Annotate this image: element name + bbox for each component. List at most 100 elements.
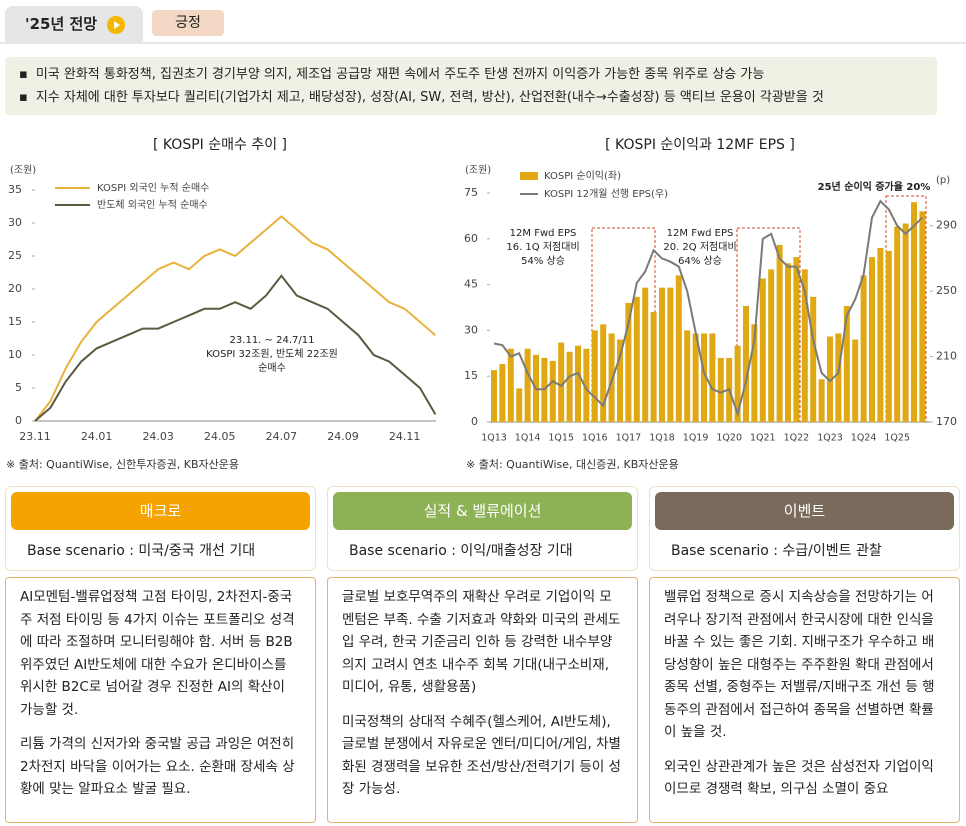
bar bbox=[768, 269, 775, 422]
annotation: 12M Fwd EPS bbox=[510, 228, 577, 239]
legend-label: KOSPI 12개월 선행 EPS(우) bbox=[544, 188, 668, 200]
bullets: 미국 완화적 통화정책, 집권초기 경기부양 의지, 제조업 공급망 재편 속에… bbox=[5, 57, 937, 115]
annotation: 23.11. ~ 24.7/11 bbox=[230, 335, 315, 346]
x-tick-label: 1Q25 bbox=[884, 433, 910, 444]
bar bbox=[516, 388, 523, 422]
bar bbox=[785, 263, 791, 422]
bar bbox=[549, 360, 556, 422]
x-tick-label: 1Q23 bbox=[817, 433, 843, 444]
x-tick-label: 24.07 bbox=[266, 430, 298, 443]
bar bbox=[633, 296, 640, 422]
column-header: 이벤트 Base scenario : 수급/이벤트 관찰 bbox=[649, 486, 960, 571]
y-tick-label: 0 bbox=[15, 414, 22, 427]
legend-label: 반도체 외국인 누적 순매수 bbox=[97, 199, 208, 211]
bar bbox=[869, 257, 875, 422]
bar bbox=[911, 202, 917, 422]
tab: '25년 전망 bbox=[5, 6, 143, 42]
scenario: Base scenario : 미국/중국 개선 기대 bbox=[27, 543, 256, 559]
bar bbox=[835, 333, 842, 422]
bar bbox=[759, 278, 766, 422]
y2-tick-label: 210 bbox=[936, 350, 957, 363]
bullet: 미국 완화적 통화정책, 집권초기 경기부양 의지, 제조업 공급망 재편 속에… bbox=[19, 63, 923, 86]
annotation: 64% 상승 bbox=[678, 255, 722, 267]
legend-label: KOSPI 순이익(좌) bbox=[544, 170, 621, 182]
bar bbox=[885, 251, 892, 422]
bar bbox=[793, 257, 800, 422]
y-tick-label: 0 bbox=[471, 415, 478, 428]
scenario: Base scenario : 수급/이벤트 관찰 bbox=[671, 543, 882, 559]
bar bbox=[919, 211, 926, 422]
badge: 긍정 bbox=[152, 10, 224, 36]
column-title: 매크로 bbox=[11, 492, 310, 530]
x-tick-label: 1Q20 bbox=[716, 433, 742, 444]
legend-swatch bbox=[520, 172, 538, 180]
y2-tick-label: 170 bbox=[936, 415, 957, 428]
annotation: KOSPI 32조원, 반도체 22조원 bbox=[206, 348, 338, 360]
x-tick-label: 24.01 bbox=[81, 430, 113, 443]
line bbox=[34, 274, 437, 422]
scenario: Base scenario : 이익/매출성장 기대 bbox=[349, 543, 573, 559]
bar bbox=[852, 339, 859, 422]
annotation: 25년 순이익 증가율 20% bbox=[818, 180, 931, 193]
bar bbox=[608, 333, 615, 422]
bar bbox=[583, 348, 590, 422]
bar bbox=[801, 269, 808, 422]
y-tick-label: 10 bbox=[8, 348, 22, 361]
annotation: 12M Fwd EPS bbox=[667, 228, 734, 239]
x-tick-label: 23.11 bbox=[19, 430, 51, 443]
axis-unit: (p) bbox=[936, 175, 950, 186]
x-tick-label: 1Q17 bbox=[616, 433, 642, 444]
axis-unit: (조원) bbox=[10, 164, 36, 176]
source: ※ 출처: QuantiWise, 대신증권, KB자산운용 bbox=[466, 458, 679, 471]
column-body: 밸류업 정책으로 증시 지속상승을 전망하기는 어려우나 장기적 관점에서 한국… bbox=[649, 577, 960, 823]
bar bbox=[566, 351, 573, 422]
bar bbox=[558, 342, 565, 422]
x-tick-label: 24.11 bbox=[389, 430, 421, 443]
y-tick-label: 35 bbox=[8, 183, 22, 196]
y-tick-label: 5 bbox=[15, 381, 22, 394]
column-body: 글로벌 보호무역주의 재확산 우려로 기업이익 모멘텀은 부족. 수출 기저효과… bbox=[327, 577, 638, 823]
paragraph: AI모멘텀-밸류업정책 고점 타이밍, 2차전지-중국주 저점 타이밍 등 4가… bbox=[20, 589, 295, 718]
x-tick-label: 1Q15 bbox=[548, 433, 574, 444]
y-tick-label: 75 bbox=[464, 186, 478, 199]
bar bbox=[692, 333, 699, 422]
paragraph: 외국인 상관관계가 높은 것은 삼성전자 기업이익이므로 경쟁력 확보, 의구심… bbox=[664, 758, 934, 798]
x-tick-label: 24.03 bbox=[142, 430, 174, 443]
x-tick-label: 24.09 bbox=[327, 430, 359, 443]
bar bbox=[709, 333, 716, 422]
y-tick-label: 25 bbox=[8, 249, 22, 262]
y-tick-label: 30 bbox=[464, 323, 478, 336]
column-title: 이벤트 bbox=[655, 492, 954, 530]
highlight-box bbox=[736, 227, 801, 423]
x-tick-label: 1Q13 bbox=[481, 433, 507, 444]
x-tick-label: 1Q21 bbox=[750, 433, 776, 444]
charts: [ KOSPI 순매수 추이 ] (조원) 0 5 10 15 20 25 30 35 23.11 2… bbox=[8, 137, 957, 444]
x-tick-label: 1Q24 bbox=[851, 433, 877, 444]
x-tick-label: 1Q16 bbox=[582, 433, 608, 444]
bar bbox=[701, 333, 707, 422]
axis-unit: (조원) bbox=[465, 164, 491, 176]
bar bbox=[642, 287, 649, 422]
paragraph: 미국정책의 상대적 수혜주(헬스케어, AI반도체), 글로벌 분쟁에서 자유로… bbox=[342, 713, 621, 798]
bar bbox=[843, 305, 850, 422]
line bbox=[493, 199, 924, 418]
source: ※ 출처: QuantiWise, 신한투자증권, KB자산운용 bbox=[6, 458, 240, 471]
y2-tick-label: 250 bbox=[936, 284, 957, 297]
bar bbox=[902, 223, 909, 422]
bar bbox=[810, 296, 817, 422]
annotation: 20. 2Q 저점대비 bbox=[663, 241, 736, 253]
bar bbox=[734, 345, 741, 422]
bar bbox=[860, 275, 867, 422]
column-title: 실적 & 밸류에이션 bbox=[333, 492, 632, 530]
y-tick-label: 20 bbox=[8, 282, 22, 295]
bar bbox=[776, 244, 783, 422]
bar bbox=[575, 345, 581, 422]
bar bbox=[877, 247, 884, 422]
tab-label: '25년 전망 bbox=[25, 15, 98, 33]
bar bbox=[499, 363, 506, 422]
y-tick-label: 15 bbox=[8, 315, 22, 328]
bar bbox=[667, 287, 674, 422]
bar bbox=[717, 357, 724, 422]
play-icon bbox=[107, 15, 126, 34]
legend-label: KOSPI 외국인 누적 순매수 bbox=[97, 182, 209, 194]
